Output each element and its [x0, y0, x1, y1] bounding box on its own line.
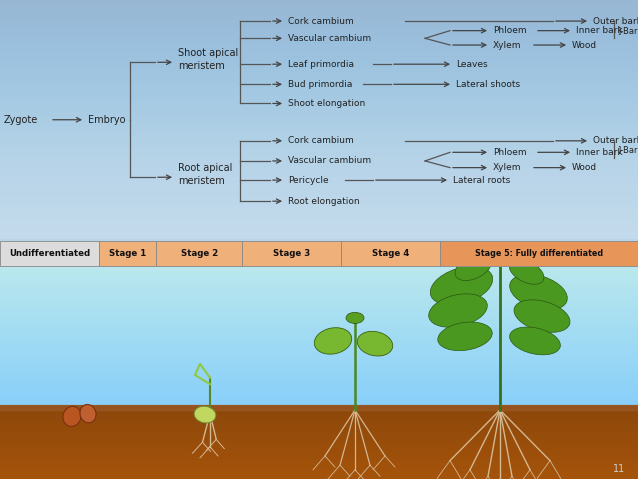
Ellipse shape: [194, 406, 216, 423]
Text: meristem: meristem: [178, 61, 225, 71]
Ellipse shape: [430, 266, 493, 305]
Text: Wood: Wood: [572, 41, 597, 49]
Text: Inner bark: Inner bark: [576, 148, 623, 157]
Text: Stage 3: Stage 3: [273, 249, 311, 258]
Text: Stage 2: Stage 2: [181, 249, 218, 258]
Text: ]-Bark: ]-Bark: [617, 145, 638, 154]
Text: Xylem: Xylem: [493, 41, 521, 49]
Text: Pericycle: Pericycle: [288, 176, 329, 184]
Bar: [341, 241, 440, 266]
Text: meristem: meristem: [178, 176, 225, 186]
Bar: [99, 241, 156, 266]
Text: Stage 1: Stage 1: [109, 249, 146, 258]
Text: Lateral shoots: Lateral shoots: [456, 80, 520, 89]
Bar: [440, 241, 638, 266]
Text: Stage 4: Stage 4: [372, 249, 410, 258]
Text: Bud primordia: Bud primordia: [288, 80, 352, 89]
Bar: [156, 241, 242, 266]
Text: Zygote: Zygote: [4, 115, 38, 125]
Text: Leaf primordia: Leaf primordia: [288, 60, 354, 68]
Bar: [242, 241, 341, 266]
Text: Phloem: Phloem: [493, 26, 526, 35]
Ellipse shape: [80, 404, 96, 423]
Ellipse shape: [455, 254, 492, 281]
Text: Inner bark: Inner bark: [576, 26, 623, 35]
Text: Outer bark: Outer bark: [593, 137, 638, 145]
Ellipse shape: [357, 331, 393, 356]
Ellipse shape: [63, 406, 81, 426]
Text: 11: 11: [612, 465, 625, 474]
Text: Leaves: Leaves: [456, 60, 487, 68]
Bar: [0, 241, 99, 266]
Text: Root apical: Root apical: [178, 163, 232, 172]
Text: Cork cambium: Cork cambium: [288, 17, 353, 25]
Text: Outer bark: Outer bark: [593, 17, 638, 25]
Ellipse shape: [315, 328, 352, 354]
Text: Phloem: Phloem: [493, 148, 526, 157]
Text: Root elongation: Root elongation: [288, 197, 360, 205]
Text: Wood: Wood: [572, 163, 597, 172]
Ellipse shape: [509, 260, 544, 284]
Text: Undifferentiated: Undifferentiated: [9, 249, 90, 258]
Text: Shoot apical: Shoot apical: [178, 48, 238, 57]
Text: Vascular cambium: Vascular cambium: [288, 157, 371, 165]
Text: Vascular cambium: Vascular cambium: [288, 34, 371, 43]
Ellipse shape: [510, 327, 560, 355]
Text: Lateral roots: Lateral roots: [453, 176, 510, 184]
Ellipse shape: [514, 300, 570, 332]
Ellipse shape: [510, 274, 567, 310]
Text: Embryo: Embryo: [88, 115, 126, 125]
Ellipse shape: [346, 312, 364, 323]
Text: Shoot elongation: Shoot elongation: [288, 99, 365, 108]
Ellipse shape: [438, 322, 492, 351]
Text: ]-Bark: ]-Bark: [617, 26, 638, 35]
Text: Xylem: Xylem: [493, 163, 521, 172]
Text: Stage 5: Fully differentiated: Stage 5: Fully differentiated: [475, 249, 603, 258]
Text: Cork cambium: Cork cambium: [288, 137, 353, 145]
Ellipse shape: [429, 294, 487, 327]
